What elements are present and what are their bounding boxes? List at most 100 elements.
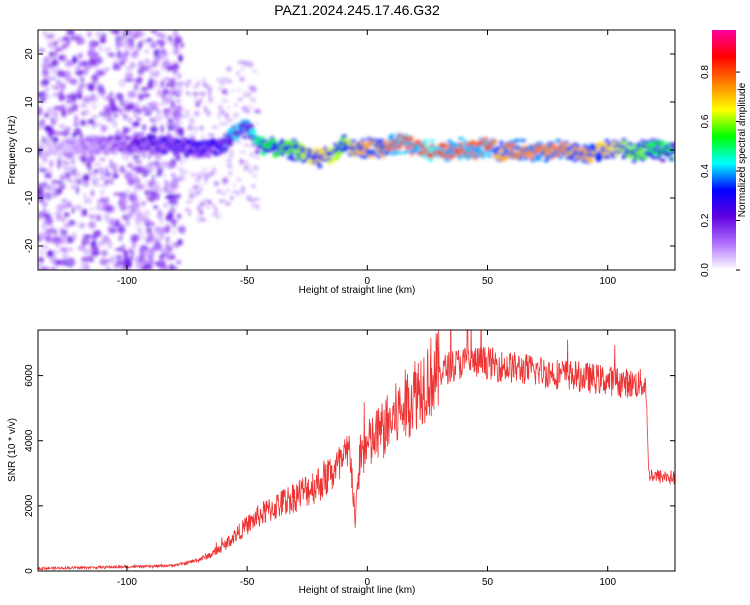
heatmap-cell [59,83,65,90]
spectrogram-y-label: Frequency (Hz) [7,116,18,185]
heatmap-cell [171,265,178,270]
heatmap-cell [174,85,184,94]
heatmap-cell [167,118,173,121]
heatmap-cell [112,151,118,155]
heatmap-cell [47,40,56,47]
heatmap-cell [198,188,204,191]
y-tick-label: -10 [24,190,35,205]
heatmap-cell [167,119,174,124]
heatmap-cell [103,112,107,122]
heatmap-cell [189,117,195,124]
heatmap-cell [212,167,217,174]
heatmap-cell [171,229,177,235]
heatmap-cell [79,102,85,109]
heatmap-cell [96,56,103,65]
heatmap-cell [481,151,487,155]
heatmap-cell [162,78,166,84]
heatmap-cell [38,182,46,192]
heatmap-cell [253,156,261,159]
heatmap-cell [119,97,125,107]
heatmap-cell [67,166,73,171]
heatmap-cell [194,190,201,196]
heatmap-cell [658,140,665,147]
heatmap-cell [145,235,151,245]
heatmap-cell [123,266,128,270]
heatmap-cell [153,187,162,193]
heatmap-cell [651,155,658,160]
heatmap-cell [232,112,239,119]
heatmap-cell [422,139,428,144]
heatmap-cell [141,258,149,265]
heatmap-cell [169,164,175,168]
heatmap-cell [363,155,369,159]
heatmap-cell [83,208,88,217]
heatmap-cell [93,122,103,127]
heatmap-cell [609,151,616,156]
heatmap-cell [161,96,166,100]
heatmap-cell [41,68,49,77]
heatmap-cell [174,118,177,122]
heatmap-cell [182,156,190,161]
heatmap-cell [146,169,152,175]
heatmap-cell [227,105,231,110]
heatmap-cell [60,45,64,52]
heatmap-cell [162,59,171,69]
heatmap-cell [412,149,418,154]
heatmap-cell [588,153,594,158]
heatmap-cell [101,32,107,38]
heatmap-cell [83,197,93,204]
heatmap-cell [234,103,238,107]
heatmap-cell [474,154,480,159]
heatmap-cell [38,48,46,53]
heatmap-cell [242,160,249,164]
heatmap-cell [226,164,233,168]
heatmap-cell [251,69,259,73]
heatmap-cell [255,203,260,210]
heatmap-cell [38,147,42,156]
heatmap-cell [130,235,137,244]
heatmap-cell [172,126,177,130]
heatmap-cell [206,110,211,117]
heatmap-cell [88,155,96,163]
y-tick-label: 0 [24,568,35,574]
heatmap-cell [136,197,142,201]
heatmap-cell [248,61,254,68]
heatmap-cell [51,69,55,75]
heatmap-cell [100,189,105,195]
heatmap-cell [114,191,118,197]
heatmap-cell [177,239,183,246]
heatmap-cell [104,213,109,219]
heatmap-cell [517,157,523,161]
heatmap-cell [75,185,80,195]
heatmap-cell [556,138,562,143]
colorbar-tick-label: 0.0 [700,263,711,277]
heatmap-cell [133,82,139,92]
colorbar-tick-label: 0.8 [700,65,711,79]
heatmap-cell [47,139,53,144]
heatmap-cell [135,254,139,261]
heatmap-cell [133,187,138,196]
colorbar: 0.0 0.2 0.4 0.6 0.8 Normalized spectral ampl… [700,30,748,277]
heatmap-cell [142,251,150,259]
heatmap-cell [40,118,46,127]
heatmap-cell [116,258,122,268]
heatmap-cell [44,216,54,225]
heatmap-cell [53,111,59,118]
heatmap-cell [224,139,231,143]
heatmap-cell [175,37,181,44]
heatmap-cell [178,54,183,63]
heatmap-cell [185,200,193,204]
heatmap-cell [113,147,120,151]
heatmap-cell [123,113,128,121]
heatmap-cell [140,266,148,270]
heatmap-cell [156,211,164,220]
heatmap-cell [187,92,193,96]
heatmap-cell [146,81,155,90]
heatmap-cell [383,139,389,146]
heatmap-cell [91,176,100,184]
heatmap-cell [315,161,322,165]
heatmap-cell [619,144,626,149]
heatmap-cell [198,184,203,187]
heatmap-cell [38,168,48,172]
